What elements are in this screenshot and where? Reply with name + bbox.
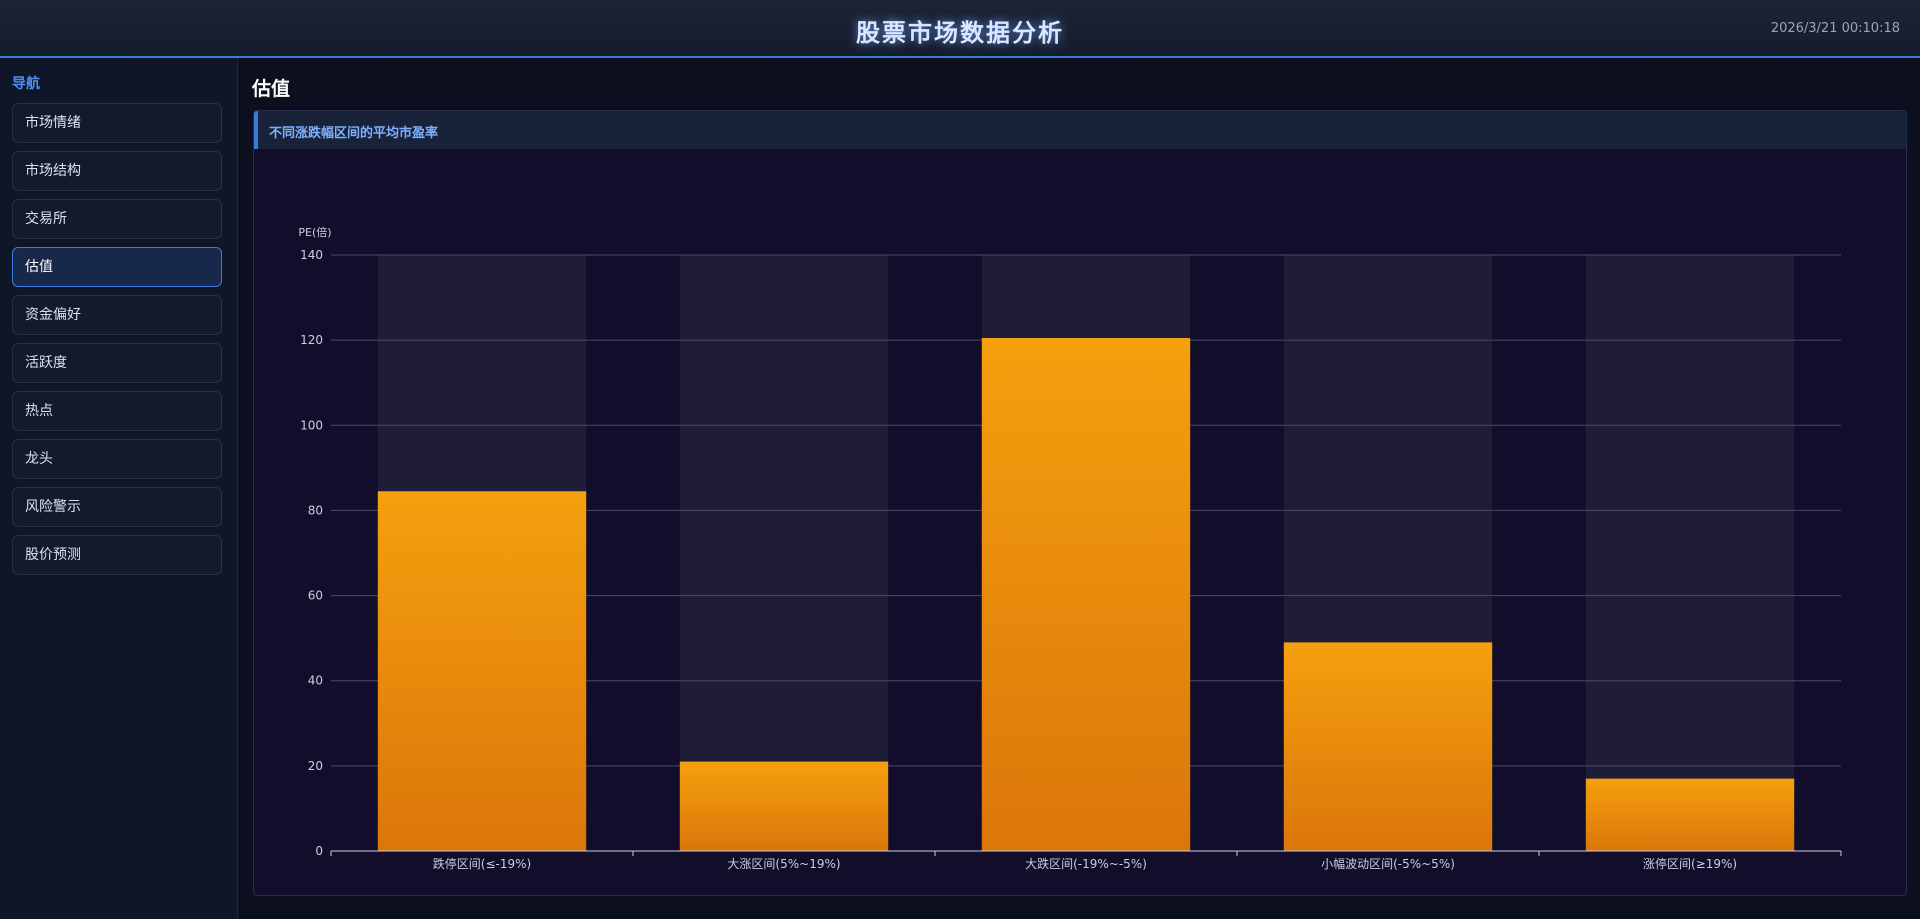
y-tick-label: 40: [308, 674, 323, 688]
nav-item-fund-preference[interactable]: 资金偏好: [12, 295, 222, 335]
pe-bar-chart: 0 20 40 60 80 100 120 140 跌停区间(≤-19%) 大涨区间(5%~19%…: [298, 225, 1842, 871]
x-tick-label: 小幅波动区间(-5%~5%): [1321, 856, 1455, 871]
y-tick-label: 20: [308, 759, 323, 773]
nav-item-activity[interactable]: 活跃度: [12, 343, 222, 383]
bar[interactable]: [679, 761, 889, 851]
bar[interactable]: [1283, 642, 1493, 851]
page-title: 估值: [252, 78, 291, 100]
y-tick-label: 0: [315, 844, 323, 858]
bar-background: [1585, 255, 1795, 851]
app-header: 股票市场数据分析 2026/3/21 00:10:18: [0, 0, 1920, 58]
main-content: 估值 不同涨跌幅区间的平均市盈率 0 20 40 60 80 100 120 140 跌停区间(…: [239, 58, 1920, 919]
y-tick-label: 80: [308, 503, 323, 517]
nav-title: 导航: [12, 76, 40, 92]
y-tick-label: 120: [300, 333, 323, 347]
x-tick-label: 大跌区间(-19%~-5%): [1025, 856, 1147, 871]
chart-card-title: 不同涨跌幅区间的平均市盈率: [269, 126, 439, 141]
x-tick-label: 大涨区间(5%~19%): [727, 856, 840, 871]
chart-card: 不同涨跌幅区间的平均市盈率 0 20 40 60 80 100 120 140 跌停区间(≤-1…: [253, 110, 1907, 896]
nav-list: 市场情绪 市场结构 交易所 估值 资金偏好 活跃度 热点 龙头 风险警示 股价预…: [12, 103, 222, 583]
nav-item-price-prediction[interactable]: 股价预测: [12, 535, 222, 575]
bar[interactable]: [981, 338, 1191, 851]
nav-item-exchange[interactable]: 交易所: [12, 199, 222, 239]
current-datetime: 2026/3/21 00:10:18: [1770, 21, 1900, 36]
x-tick-label: 涨停区间(≥19%): [1643, 856, 1737, 871]
nav-item-market-sentiment[interactable]: 市场情绪: [12, 103, 222, 143]
nav-item-leaders[interactable]: 龙头: [12, 439, 222, 479]
nav-item-risk-warning[interactable]: 风险警示: [12, 487, 222, 527]
y-tick-label: 60: [308, 589, 323, 603]
app-title: 股票市场数据分析: [856, 19, 1064, 47]
nav-item-market-structure[interactable]: 市场结构: [12, 151, 222, 191]
nav-item-hotspots[interactable]: 热点: [12, 391, 222, 431]
x-tick-label: 跌停区间(≤-19%): [433, 856, 531, 871]
bar[interactable]: [377, 491, 587, 851]
y-axis-title: PE(倍): [298, 225, 331, 239]
sidebar: 导航 市场情绪 市场结构 交易所 估值 资金偏好 活跃度 热点 龙头 风险警示 …: [0, 58, 238, 919]
chart-card-header: 不同涨跌幅区间的平均市盈率: [254, 111, 1906, 149]
nav-item-valuation[interactable]: 估值: [12, 247, 222, 287]
y-tick-label: 140: [300, 248, 323, 262]
y-tick-label: 100: [300, 418, 323, 432]
bar-background: [679, 255, 889, 851]
bar[interactable]: [1585, 778, 1795, 851]
